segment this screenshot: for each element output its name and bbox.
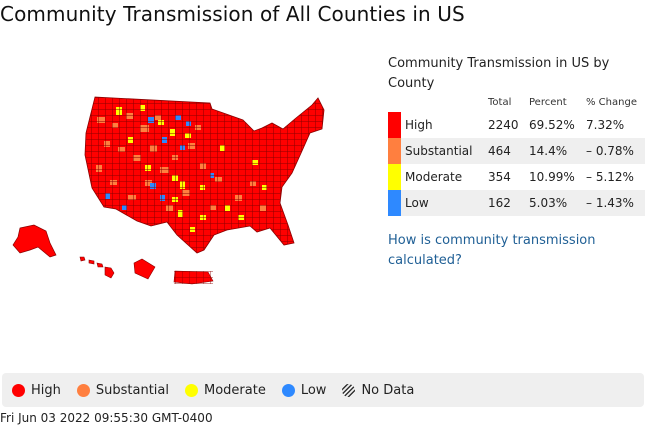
- substantial-color-swatch: [388, 138, 401, 164]
- legend-label: Substantial: [95, 382, 169, 398]
- summary-row-moderate: Moderate 354 10.99% – 5.12%: [388, 164, 645, 190]
- legend-item-high: High: [12, 383, 61, 398]
- row-total: 162: [488, 190, 529, 216]
- row-change: – 5.12%: [586, 170, 634, 184]
- low-dot-icon: [281, 383, 295, 397]
- moderate-dot-icon: [185, 383, 198, 397]
- summary-row-high: High 2240 69.52% 7.32%: [388, 112, 645, 138]
- row-level-label: Substantial: [401, 138, 488, 164]
- summary-row-low: Low 162 5.03% – 1.43%: [388, 190, 645, 216]
- legend-item-low: Low: [281, 382, 327, 398]
- column-header-total: Total: [488, 96, 512, 108]
- high-dot-icon: [12, 383, 25, 397]
- alaska-region: [12, 224, 57, 258]
- legend-item-moderate: Moderate: [185, 383, 266, 398]
- row-change: – 0.78%: [586, 138, 645, 164]
- legend-item-substantial: Substantial: [76, 382, 169, 398]
- row-total: 464: [488, 138, 529, 164]
- county-patch: [245, 235, 250, 241]
- transmission-calculation-link[interactable]: How is community transmission calculated…: [388, 233, 596, 268]
- row-percent: 69.52%: [529, 118, 575, 132]
- row-level-label: High: [405, 118, 433, 132]
- row-change: – 1.43%: [586, 190, 645, 216]
- row-percent: 14.4%: [529, 138, 586, 164]
- legend-label: No Data: [361, 382, 415, 398]
- us-county-map[interactable]: [0, 85, 345, 300]
- row-level-label: Moderate: [405, 170, 463, 184]
- column-header-change: % Change: [586, 96, 637, 108]
- summary-title: Community Transmission in US by County: [388, 56, 610, 91]
- legend-item-no-data: No Data: [342, 383, 414, 398]
- conus-region: [84, 96, 325, 254]
- row-percent: 10.99%: [529, 170, 575, 184]
- column-header-percent: Percent: [529, 96, 567, 108]
- summary-table: Total Percent % Change High 2240 69.52% …: [388, 92, 645, 216]
- timestamp: Fri Jun 03 2022 09:55:30 GMT-0400: [0, 411, 213, 425]
- row-total: 2240: [488, 118, 519, 132]
- hatched-circle-icon: [342, 383, 356, 397]
- row-total: 354: [488, 170, 511, 184]
- low-color-swatch: [388, 190, 401, 216]
- pacific-island-region: [133, 258, 156, 280]
- map-legend: High Substantial Moderate Low No Data: [2, 373, 644, 407]
- row-percent: 5.03%: [529, 190, 586, 216]
- legend-label: High: [31, 382, 61, 398]
- hawaii-region: [79, 256, 115, 279]
- row-change: 7.32%: [586, 118, 625, 132]
- legend-label: Moderate: [204, 382, 266, 398]
- moderate-color-swatch: [388, 164, 401, 190]
- high-color-swatch: [388, 112, 401, 138]
- summary-row-substantial: Substantial 464 14.4% – 0.78%: [388, 138, 645, 164]
- summary-header-row: Total Percent % Change: [388, 92, 645, 112]
- row-level-label: Low: [401, 190, 488, 216]
- substantial-dot-icon: [76, 383, 90, 397]
- page-title: Community Transmission of All Counties i…: [0, 2, 465, 26]
- puerto-rico-region: [173, 270, 214, 285]
- legend-label: Low: [300, 382, 327, 398]
